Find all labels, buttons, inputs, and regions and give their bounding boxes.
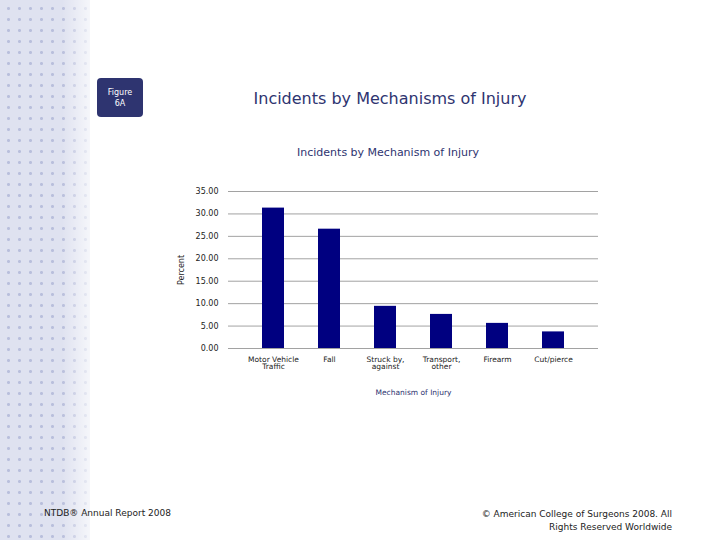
html-text:Figure 6A: Figure 6A <box>107 87 133 108</box>
svg-text:30.00: 30.00 <box>196 209 219 218</box>
svg-text:Struck by,against: Struck by,against <box>367 355 405 372</box>
svg-text:Cut/pierce: Cut/pierce <box>534 355 573 364</box>
html-text:Incidents by Mechanisms of Inj: Incidents by Mechanisms of Injury <box>253 89 527 108</box>
svg-text:Mechanism of Injury: Mechanism of Injury <box>376 388 452 397</box>
svg-text:25.00: 25.00 <box>196 232 219 241</box>
html-text:© American College of Surgeons: © American College of Surgeons 2008. All… <box>481 509 672 532</box>
svg-text:5.00: 5.00 <box>201 322 219 331</box>
svg-text:20.00: 20.00 <box>196 254 219 263</box>
svg-text:15.00: 15.00 <box>196 277 219 286</box>
svg-text:Percent: Percent <box>177 255 186 285</box>
svg-text:Motor VehicleTraffic: Motor VehicleTraffic <box>248 355 299 372</box>
svg-text:Fall: Fall <box>323 355 335 364</box>
svg-text:Firearm: Firearm <box>483 355 511 364</box>
svg-text:10.00: 10.00 <box>196 299 219 308</box>
svg-text:0.00: 0.00 <box>201 344 219 353</box>
html-text:Incidents by Mechanism of Inju: Incidents by Mechanism of Injury <box>297 146 479 159</box>
svg-text:35.00: 35.00 <box>196 187 219 196</box>
html-text:NTDB® Annual Report 2008: NTDB® Annual Report 2008 <box>44 508 171 518</box>
svg-text:Transport,other: Transport,other <box>422 355 461 372</box>
